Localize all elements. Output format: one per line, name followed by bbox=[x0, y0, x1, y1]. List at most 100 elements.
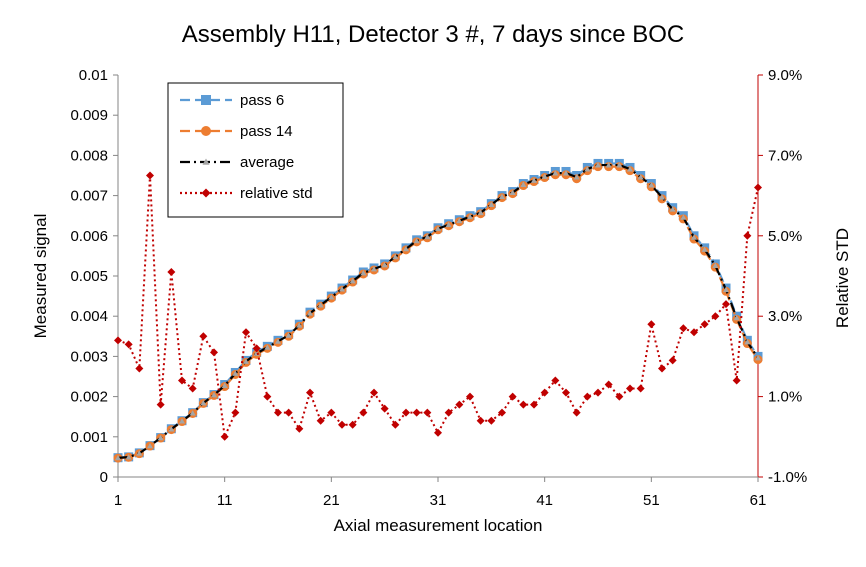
data-point bbox=[284, 408, 293, 417]
data-point bbox=[530, 400, 538, 409]
y-tick-label: 0.006 bbox=[70, 228, 108, 245]
data-point bbox=[647, 320, 656, 329]
data-point bbox=[540, 388, 549, 397]
data-point bbox=[434, 428, 442, 437]
y-tick-label: 0.009 bbox=[70, 107, 108, 124]
y2-tick-label: 3.0% bbox=[768, 308, 802, 325]
data-point bbox=[648, 182, 655, 188]
data-point bbox=[626, 384, 634, 393]
y2-tick-label: -1.0% bbox=[768, 469, 807, 486]
data-point bbox=[668, 356, 677, 365]
data-point bbox=[179, 418, 185, 424]
data-point bbox=[584, 166, 591, 172]
data-point bbox=[435, 225, 441, 232]
data-point bbox=[700, 320, 709, 329]
data-point bbox=[701, 246, 708, 252]
data-point bbox=[338, 420, 346, 429]
data-point bbox=[605, 162, 612, 168]
data-point bbox=[348, 420, 357, 429]
data-point bbox=[563, 170, 569, 176]
series-relative-std bbox=[114, 171, 762, 441]
data-point bbox=[370, 388, 378, 397]
x-tick-label: 31 bbox=[430, 492, 447, 509]
data-point bbox=[499, 193, 505, 200]
data-point bbox=[637, 174, 644, 180]
y-tick-label: 0 bbox=[100, 469, 108, 486]
data-point bbox=[200, 400, 207, 406]
legend-swatch-marker bbox=[201, 188, 211, 198]
x-axis-label: Axial measurement location bbox=[334, 516, 543, 535]
data-point bbox=[220, 432, 229, 441]
data-point bbox=[339, 286, 345, 292]
data-point bbox=[189, 410, 196, 416]
data-point bbox=[252, 344, 261, 353]
data-point bbox=[552, 170, 559, 176]
data-point bbox=[723, 286, 729, 293]
data-point bbox=[669, 206, 676, 212]
x-tick-label: 1 bbox=[114, 492, 122, 509]
data-point bbox=[615, 392, 624, 401]
data-point bbox=[168, 426, 175, 432]
data-point bbox=[627, 166, 633, 172]
y-axis-label: Measured signal bbox=[31, 214, 50, 339]
data-point bbox=[327, 408, 336, 417]
data-point bbox=[690, 328, 698, 337]
data-point bbox=[211, 391, 217, 398]
legend: pass 6 pass 14 average relative std bbox=[167, 82, 344, 218]
legend-swatch-marker bbox=[202, 158, 210, 165]
data-point bbox=[413, 237, 420, 244]
data-point bbox=[712, 262, 719, 268]
data-point bbox=[242, 328, 250, 337]
x-tick-label: 21 bbox=[323, 492, 340, 509]
data-point bbox=[316, 416, 325, 425]
data-point bbox=[135, 364, 144, 373]
data-point bbox=[658, 364, 666, 373]
data-point bbox=[263, 392, 272, 401]
data-point bbox=[659, 194, 665, 200]
data-point bbox=[317, 302, 324, 308]
y-tick-label: 0.005 bbox=[70, 268, 108, 285]
legend-label: average bbox=[240, 154, 294, 171]
data-point bbox=[594, 388, 602, 397]
data-point bbox=[275, 338, 281, 344]
data-point bbox=[520, 181, 527, 187]
y-tick-label: 0.003 bbox=[70, 348, 108, 365]
data-point bbox=[264, 344, 271, 350]
data-point bbox=[551, 376, 560, 385]
data-point bbox=[722, 300, 730, 309]
data-point bbox=[488, 201, 495, 208]
data-point bbox=[733, 314, 740, 321]
data-point bbox=[616, 162, 623, 168]
data-point bbox=[371, 265, 377, 272]
data-point bbox=[231, 408, 240, 417]
data-point bbox=[380, 404, 389, 413]
data-point bbox=[178, 376, 186, 385]
data-point bbox=[115, 454, 121, 461]
chart-title: Assembly H11, Detector 3 #, 7 days since… bbox=[182, 21, 684, 48]
data-point bbox=[445, 221, 452, 228]
data-point bbox=[167, 267, 176, 276]
data-point bbox=[477, 209, 484, 216]
data-point bbox=[360, 269, 367, 276]
data-point bbox=[306, 388, 314, 397]
legend-frame bbox=[167, 82, 344, 218]
data-point bbox=[691, 234, 697, 240]
data-point bbox=[755, 355, 761, 361]
legend-label: relative std bbox=[240, 185, 313, 202]
data-point bbox=[188, 384, 197, 393]
y2-tick-label: 7.0% bbox=[768, 147, 802, 164]
legend-label: pass 6 bbox=[240, 92, 284, 109]
data-point bbox=[125, 454, 132, 460]
data-point bbox=[391, 420, 400, 429]
data-point bbox=[444, 408, 453, 417]
data-point bbox=[403, 245, 409, 252]
data-point bbox=[296, 322, 303, 328]
y-tick-label: 0.002 bbox=[70, 389, 108, 406]
y-tick-label: 0.007 bbox=[70, 188, 108, 205]
data-point bbox=[147, 442, 153, 449]
data-point bbox=[636, 384, 645, 393]
data-point bbox=[424, 233, 431, 240]
data-point bbox=[156, 400, 165, 409]
data-point bbox=[604, 380, 613, 389]
data-point bbox=[146, 171, 154, 180]
